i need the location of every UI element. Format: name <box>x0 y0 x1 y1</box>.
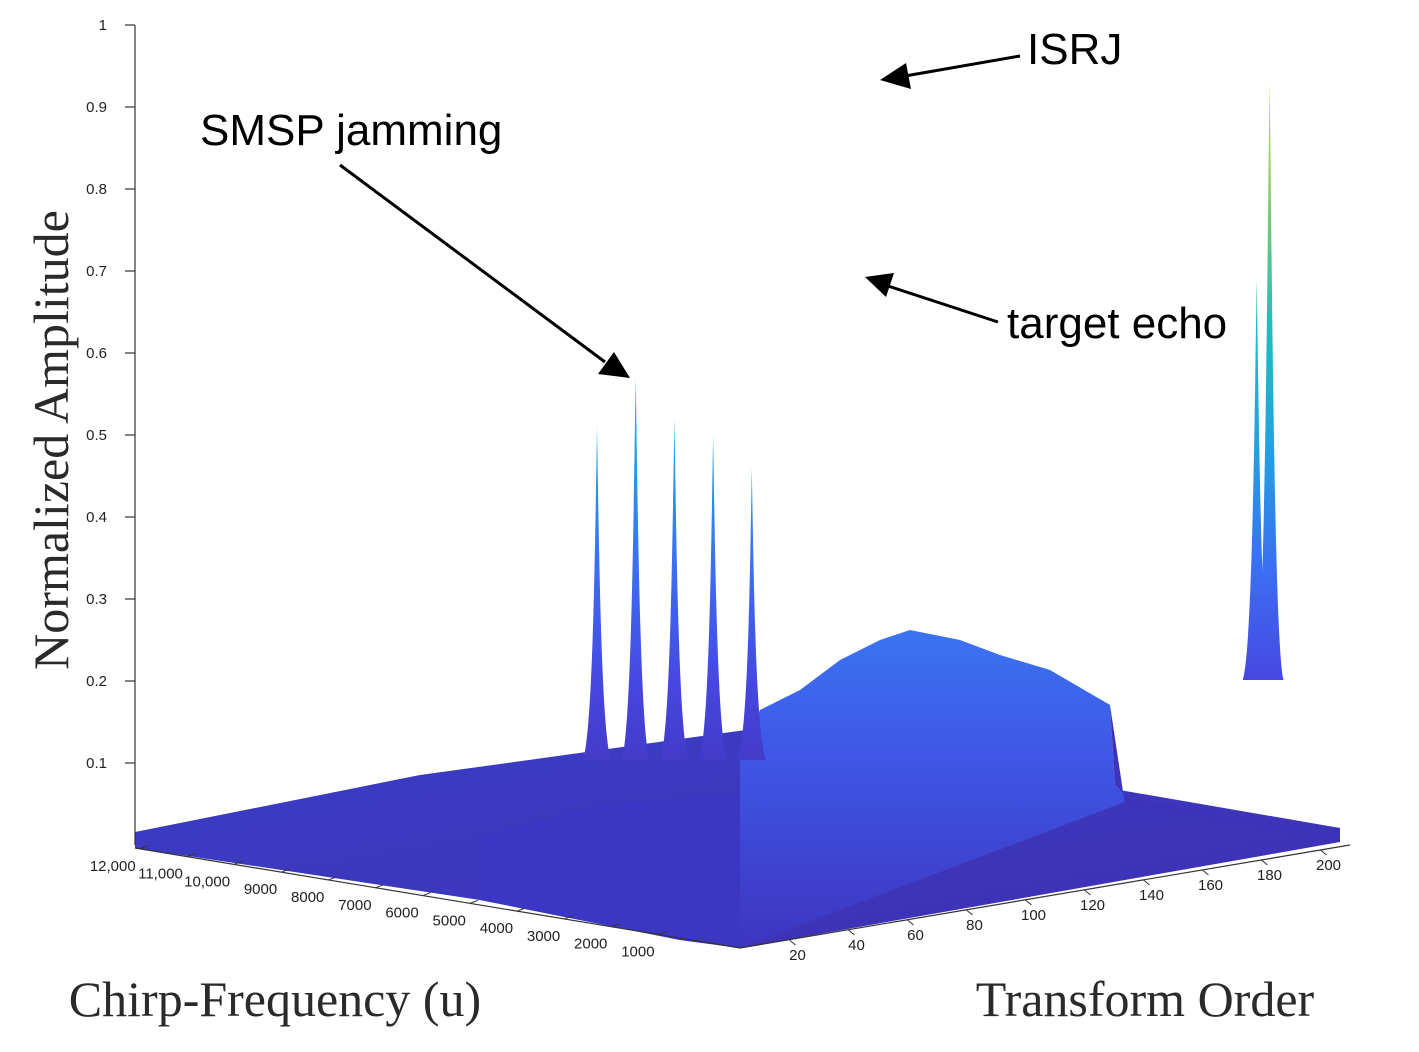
z-tick-label: 0.7 <box>86 263 107 280</box>
annotation-smsp-arrowhead <box>598 352 630 378</box>
z-tick-label: 0.6 <box>86 345 107 362</box>
annotation-isrj-arrow <box>904 54 1021 78</box>
peak-spike <box>1242 279 1271 680</box>
x-tick-label: 7000 <box>338 897 371 914</box>
x-tick-mark <box>516 907 526 912</box>
annotations: SMSP jamming ISRJ target echo <box>200 25 1227 378</box>
x-tick-label: 11,000 <box>138 866 183 883</box>
x-tick-label: 2000 <box>574 936 607 953</box>
y-tick-label: 80 <box>966 917 983 934</box>
annotation-smsp-label: SMSP jamming <box>200 106 502 155</box>
x-tick-mark <box>564 915 573 920</box>
x-tick-label: 9000 <box>244 881 277 898</box>
y-tick-mark <box>907 919 914 926</box>
y-tick-mark <box>1261 859 1268 866</box>
x-tick-mark <box>611 923 620 928</box>
x-tick-mark <box>328 876 337 881</box>
z-tick-label: 0.2 <box>86 673 107 690</box>
x-tick-mark <box>281 868 290 873</box>
peak-spike <box>699 435 728 760</box>
surface-mound-side <box>1110 705 1340 842</box>
z-tick-label: 0.8 <box>86 181 107 198</box>
y-tick-mark <box>1084 889 1091 896</box>
peaks <box>583 82 1284 760</box>
x-tick-label: 6000 <box>385 905 418 922</box>
z-axis-title: Normalized Amplitude <box>23 210 79 670</box>
y-tick-mark <box>1143 879 1150 886</box>
annotation-target-echo-arrowhead <box>865 273 894 297</box>
y-tick-mark <box>848 929 855 936</box>
peak-spike <box>583 426 611 760</box>
x-axis-title: Chirp-Frequency (u) <box>69 971 481 1027</box>
x-tick-mark <box>658 931 667 936</box>
peak-spike <box>1255 82 1284 680</box>
y-tick-label: 180 <box>1257 867 1282 884</box>
annotation-isrj-arrowhead <box>880 63 911 89</box>
y-tick-mark <box>789 939 796 946</box>
y-tick-mark <box>1320 849 1327 856</box>
y-tick-label: 40 <box>848 937 865 954</box>
surface-mound <box>740 630 1130 948</box>
x-tick-label: 5000 <box>433 912 466 929</box>
x-tick-label: 1000 <box>621 944 654 961</box>
y-tick-label: 120 <box>1080 897 1105 914</box>
y-axis: 20 40 60 80 100 120 140 160 180 200 <box>739 844 1351 964</box>
y-axis-title: Transform Order <box>976 971 1315 1027</box>
y-tick-label: 140 <box>1139 887 1164 904</box>
z-tick-label: 0.4 <box>86 509 107 526</box>
peak-spike <box>737 467 766 760</box>
annotation-target-echo-arrow <box>887 284 999 324</box>
annotation-isrj-label: ISRJ <box>1027 25 1122 74</box>
y-tick-label: 60 <box>907 927 924 944</box>
peak-spike <box>660 418 689 760</box>
y-tick-mark <box>966 909 973 916</box>
x-tick-label: 12,000 <box>90 858 136 875</box>
x-tick-label: 4000 <box>480 920 513 937</box>
y-tick-label: 20 <box>789 947 806 964</box>
x-tick-mark <box>422 892 431 897</box>
x-tick-mark <box>139 845 148 850</box>
x-tick-label: 8000 <box>291 889 324 906</box>
z-axis: 0.1 0.2 0.3 0.4 0.5 0.6 0.7 0.8 0.9 1 <box>86 17 136 845</box>
z-tick-label: 0.3 <box>86 591 107 608</box>
x-tick-label: 3000 <box>527 928 560 945</box>
surface-front-wall <box>480 795 740 948</box>
z-tick-label: 0.1 <box>86 755 107 772</box>
annotation-smsp-arrow <box>339 163 606 364</box>
z-tick-label: 0.9 <box>86 99 107 116</box>
annotation-target-echo-label: target echo <box>1007 299 1227 348</box>
peak-spike <box>621 377 650 760</box>
x-tick-mark <box>469 899 479 904</box>
y-tick-mark <box>1025 899 1032 906</box>
z-tick-label: 0.5 <box>86 427 107 444</box>
x-tick-mark <box>186 853 196 858</box>
y-tick-label: 200 <box>1316 857 1341 874</box>
z-tick-label: 1 <box>99 17 107 34</box>
y-tick-label: 160 <box>1198 877 1223 894</box>
y-tick-label: 100 <box>1021 907 1046 924</box>
x-tick-label: 10,000 <box>184 873 230 890</box>
surface-floor <box>135 630 1340 948</box>
x-axis: 12,000 11,000 10,000 9000 8000 7000 6000 5000 40… <box>90 845 741 961</box>
x-tick-mark <box>375 884 384 889</box>
y-tick-mark <box>1202 869 1209 876</box>
x-tick-mark <box>233 860 243 865</box>
